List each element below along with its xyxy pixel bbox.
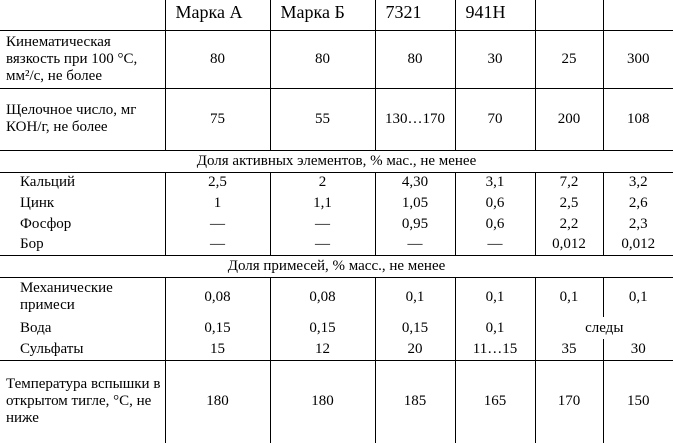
value-cell: 25 — [534, 29, 604, 89]
value-cell: 150 — [602, 359, 673, 443]
value-cell: 0,1 — [534, 276, 604, 317]
value-cell: 2,6 — [602, 193, 673, 214]
value-cell: — — [374, 235, 456, 256]
value-cell: 0,012 — [602, 235, 673, 256]
value-cell: — — [269, 235, 376, 256]
value-cell: 2,3 — [602, 214, 673, 235]
table-row: Доля примесей, % масс., не менее — [0, 254, 673, 278]
table-row: Кальций 2,5 2 4,30 3,1 7,2 3,2 — [0, 171, 673, 193]
corner-cell — [0, 0, 166, 31]
value-cell: 2,5 — [534, 193, 604, 214]
value-cell: следы — [534, 317, 673, 339]
value-cell: — — [269, 214, 376, 235]
value-cell: 20 — [374, 339, 456, 361]
value-cell: 0,1 — [374, 276, 456, 317]
value-cell: 170 — [534, 359, 604, 443]
value-cell: 0,1 — [602, 276, 673, 317]
section-cell: Доля активных элементов, % мас., не мене… — [0, 149, 673, 173]
header-cell: 7321 — [374, 0, 456, 31]
table-row: Бор — — — —0,012 0,012 — [0, 235, 673, 256]
table-row: Кинематическая вязкость при 100 °С, мм²/… — [0, 29, 673, 89]
row-label: Вода — [0, 317, 166, 339]
header-row: Марка А Марка Б 7321 941Н — [0, 0, 673, 31]
value-cell: 80 — [374, 29, 456, 89]
value-cell: 0,15 — [374, 317, 456, 339]
value-cell: 185 — [374, 359, 456, 443]
header-cell: 941Н — [454, 0, 536, 31]
value-cell: 11…15 — [454, 339, 536, 361]
table-row: Фосфор — —0,95 0,6 2,2 2,3 — [0, 214, 673, 235]
value-cell: 3,2 — [602, 171, 673, 193]
value-cell: 0,15 — [164, 317, 271, 339]
row-label: Механические примеси — [0, 276, 166, 317]
section-cell: Доля примесей, % масс., не менее — [0, 254, 673, 278]
value-cell: 0,08 — [269, 276, 376, 317]
value-cell: 180 — [269, 359, 376, 443]
value-cell: 0,6 — [454, 214, 536, 235]
value-cell: 15 — [164, 339, 271, 361]
header-cell — [602, 0, 673, 31]
value-cell: — — [164, 214, 271, 235]
value-cell: 30 — [602, 339, 673, 361]
value-cell: 0,012 — [534, 235, 604, 256]
value-cell: 1,05 — [374, 193, 456, 214]
value-cell: 2 — [269, 171, 376, 193]
value-cell: 3,1 — [454, 171, 536, 193]
header-cell — [534, 0, 604, 31]
value-cell: 4,30 — [374, 171, 456, 193]
table-row: Температура вспышки в открытом тигле, °С… — [0, 359, 673, 443]
value-cell: 80 — [164, 29, 271, 89]
value-cell: 1,1 — [269, 193, 376, 214]
row-label: Кинематическая вязкость при 100 °С, мм²/… — [0, 29, 166, 89]
value-cell: 108 — [602, 87, 673, 151]
value-cell: 0,95 — [374, 214, 456, 235]
value-cell: 55 — [269, 87, 376, 151]
value-cell: — — [454, 235, 536, 256]
value-cell: 0,15 — [269, 317, 376, 339]
value-cell: 165 — [454, 359, 536, 443]
row-label: Температура вспышки в открытом тигле, °С… — [0, 359, 166, 443]
value-cell: 80 — [269, 29, 376, 89]
value-cell: 0,6 — [454, 193, 536, 214]
value-cell: 30 — [454, 29, 536, 89]
value-cell: 300 — [602, 29, 673, 89]
row-label: Сульфаты — [0, 339, 166, 361]
value-cell: 12 — [269, 339, 376, 361]
value-cell: 2,5 — [164, 171, 271, 193]
value-cell: 75 — [164, 87, 271, 151]
row-label: Бор — [0, 235, 166, 256]
value-cell: 0,1 — [454, 276, 536, 317]
table-row: Щелочное число, мг КОН/г, не более 75 55 13… — [0, 87, 673, 151]
header-cell: Марка Б — [269, 0, 376, 31]
table-row: Доля активных элементов, % мас., не мене… — [0, 149, 673, 173]
value-cell: 35 — [534, 339, 604, 361]
row-label: Щелочное число, мг КОН/г, не более — [0, 87, 166, 151]
row-label: Кальций — [0, 171, 166, 193]
row-label: Цинк — [0, 193, 166, 214]
value-cell: 130…170 — [374, 87, 456, 151]
value-cell: 2,2 — [534, 214, 604, 235]
table-row: Вода 0,15 0,15 0,15 0,1 следы — [0, 317, 673, 339]
value-cell: 0,1 — [454, 317, 536, 339]
row-label: Фосфор — [0, 214, 166, 235]
value-cell: 7,2 — [534, 171, 604, 193]
value-cell: — — [164, 235, 271, 256]
value-cell: 1 — [164, 193, 271, 214]
table-row: Сульфаты 15 12 20 11…15 35 30 — [0, 339, 673, 361]
table-row: Цинк 1 1,1 1,05 0,6 2,5 2,6 — [0, 193, 673, 214]
value-cell: 0,08 — [164, 276, 271, 317]
header-cell: Марка А — [164, 0, 271, 31]
value-cell: 180 — [164, 359, 271, 443]
value-cell: 200 — [534, 87, 604, 151]
value-cell: 70 — [454, 87, 536, 151]
table-row: Механические примеси 0,08 0,08 0,1 0,1 0,1 0,1 — [0, 276, 673, 317]
